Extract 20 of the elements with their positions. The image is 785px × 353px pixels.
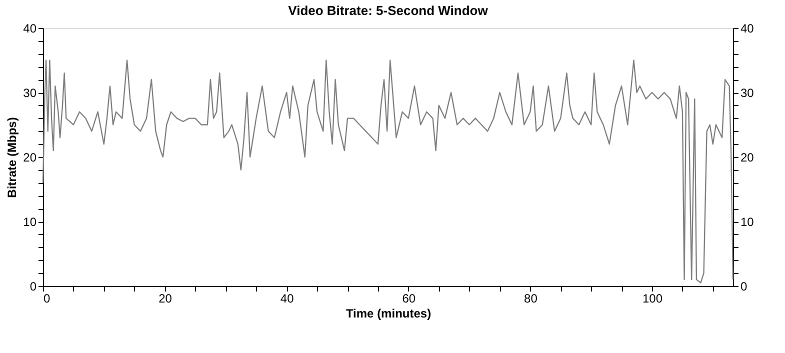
y-tick-label: 20 <box>23 150 37 164</box>
y2-tick-label: 40 <box>740 22 754 36</box>
y-tick-label: 40 <box>23 22 37 36</box>
chart-title: Video Bitrate: 5-Second Window <box>288 3 489 18</box>
x-tick-label: 0 <box>44 292 50 306</box>
y2-tick-label: 0 <box>740 280 748 294</box>
y-axis-title: Bitrate (Mbps) <box>5 117 20 198</box>
x-tick-label: 80 <box>524 292 538 306</box>
line-series <box>42 60 734 284</box>
y-tick-label: 30 <box>23 86 37 100</box>
y2-tick-label: 30 <box>740 86 754 100</box>
x-tick-label: 60 <box>402 292 416 306</box>
x-tick-label: 100 <box>642 292 663 306</box>
x-tick-label: 20 <box>158 292 172 306</box>
x-tick-label: 40 <box>280 292 294 306</box>
y2-tick-label: 10 <box>740 215 754 229</box>
y-tick-label: 0 <box>30 280 37 294</box>
y2-tick-label: 20 <box>740 150 754 164</box>
y-tick-label: 10 <box>23 215 37 229</box>
x-axis-title: Time (minutes) <box>346 306 432 320</box>
